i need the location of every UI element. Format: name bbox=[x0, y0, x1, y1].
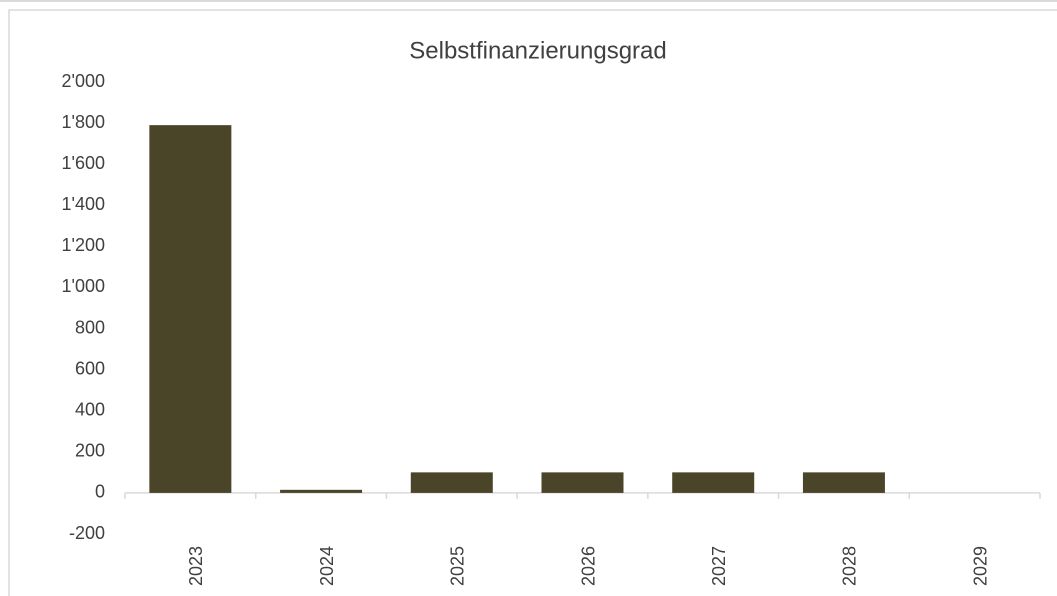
y-tick-label: 200 bbox=[75, 441, 105, 461]
chart-title: Selbstfinanzierungsgrad bbox=[409, 37, 667, 64]
y-tick-label: -200 bbox=[69, 523, 105, 543]
bar bbox=[410, 472, 493, 493]
bar bbox=[149, 125, 232, 493]
x-tick-label: 2026 bbox=[578, 546, 598, 586]
bar bbox=[541, 472, 624, 493]
y-tick-label: 0 bbox=[95, 482, 105, 502]
x-tick-label: 2029 bbox=[970, 546, 990, 586]
y-tick-label: 1'200 bbox=[62, 235, 105, 255]
y-tick-label: 600 bbox=[75, 358, 105, 378]
bar bbox=[802, 472, 885, 493]
y-tick-label: 1'600 bbox=[62, 153, 105, 173]
bar bbox=[672, 472, 755, 493]
y-tick-label: 1'800 bbox=[62, 112, 105, 132]
x-tick-label: 2027 bbox=[709, 546, 729, 586]
x-tick-label: 2024 bbox=[317, 546, 337, 586]
y-tick-label: 800 bbox=[75, 317, 105, 337]
bar bbox=[280, 489, 363, 493]
x-tick-label: 2023 bbox=[186, 546, 206, 586]
x-tick-label: 2028 bbox=[840, 546, 860, 586]
chart-frame bbox=[8, 9, 1057, 596]
y-tick-label: 2'000 bbox=[62, 71, 105, 91]
y-tick-label: 1'000 bbox=[62, 276, 105, 296]
x-tick-label: 2025 bbox=[448, 546, 468, 586]
y-tick-label: 400 bbox=[75, 399, 105, 419]
y-tick-label: 1'400 bbox=[62, 194, 105, 214]
